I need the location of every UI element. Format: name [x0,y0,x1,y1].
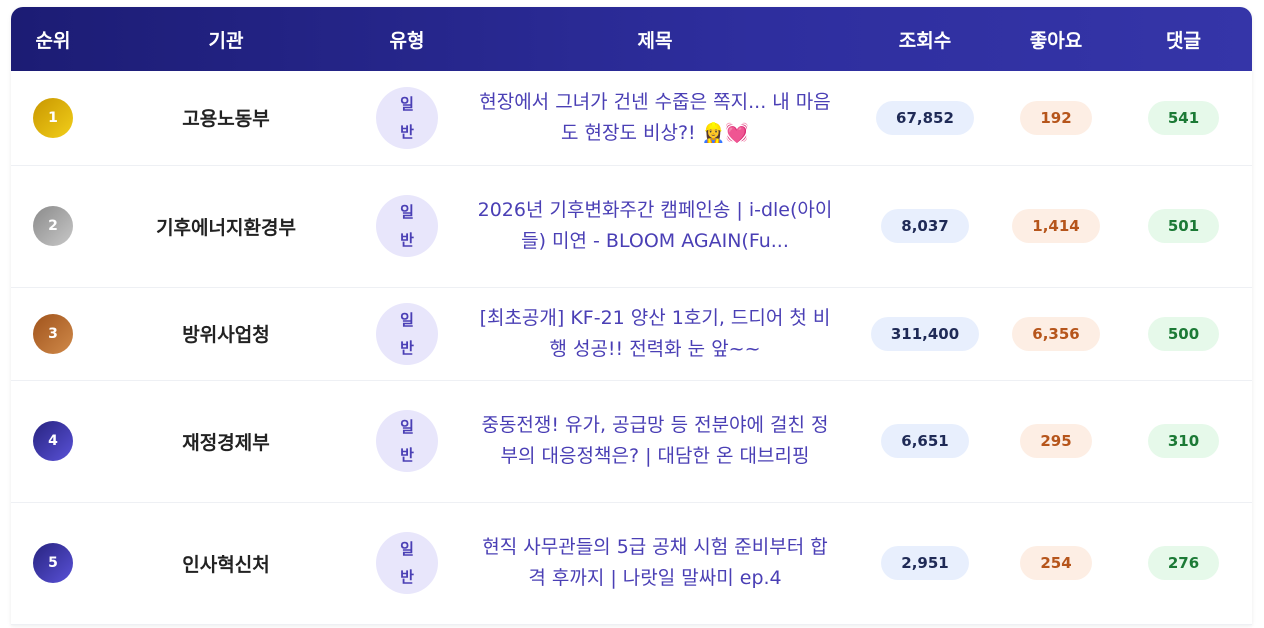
type-line2: 반 [400,122,414,141]
video-title-link[interactable]: 중동전쟁! 유가, 공급망 등 전분야에 걸친 정부의 대응정책은? | 대담한… [481,414,829,467]
header-views[interactable]: 조회수 [898,29,952,52]
comments-cell: 276 [1115,502,1252,625]
likes-cell: 254 [997,502,1115,625]
likes-cell: 6,356 [997,287,1115,381]
views-count: 6,651 [881,424,969,458]
video-title-link[interactable]: 2026년 기후변화주간 캠페인송 | i-dle(아이들) 미연 - BLOO… [477,199,833,252]
header-likes[interactable]: 좋아요 [1029,29,1083,52]
type-line1: 일 [400,94,414,113]
type-line2: 반 [400,568,414,586]
agency-name: 재정경제부 [182,431,270,454]
rank-cell: 2 [11,165,95,288]
header-title[interactable]: 제목 [637,29,673,52]
likes-count: 295 [1020,424,1092,458]
rank-badge: 5 [33,543,73,583]
header-rank[interactable]: 순위 [35,29,71,52]
header-agency[interactable]: 기관 [208,29,244,52]
likes-count: 1,414 [1012,209,1100,243]
agency-name: 방위사업청 [182,324,270,346]
comments-cell: 501 [1115,165,1252,288]
comments-cell: 541 [1115,71,1252,166]
agency-cell: 방위사업청 [95,287,357,381]
comments-count: 501 [1147,209,1220,243]
rank-badge: 4 [33,421,73,461]
title-cell: 현장에서 그녀가 건넨 수줍은 쪽지... 내 마음도 현장도 비상?! 👷‍♀… [457,71,853,166]
likes-count: 192 [1020,100,1092,135]
table-header: 순위 기관 유형 제목 조회수 좋아요 댓글 [11,7,1252,71]
title-cell: [최초공개] KF-21 양산 1호기, 드디어 첫 비행 성공!! 전력화 눈… [457,287,853,381]
video-title-link[interactable]: 현직 사무관들의 5급 공채 시험 준비부터 합격 후까지 | 나랏일 말싸미 … [482,536,828,589]
likes-count: 254 [1020,546,1092,580]
likes-cell: 192 [997,71,1115,166]
video-title-link[interactable]: 현장에서 그녀가 건넨 수줍은 쪽지... 내 마음도 현장도 비상?! 👷‍♀… [479,90,831,144]
type-line2: 반 [400,446,414,464]
type-line1: 일 [400,540,414,558]
rank-badge: 1 [33,97,73,138]
title-cell: 중동전쟁! 유가, 공급망 등 전분야에 걸친 정부의 대응정책은? | 대담한… [457,380,853,503]
views-cell: 6,651 [853,380,997,503]
comments-count: 276 [1147,546,1220,580]
video-title-link[interactable]: [최초공개] KF-21 양산 1호기, 드디어 첫 비행 성공!! 전력화 눈… [479,306,831,360]
rank-badge: 2 [33,206,73,246]
agency-cell: 인사혁신처 [95,502,357,625]
comments-count: 541 [1147,100,1220,135]
likes-cell: 295 [997,380,1115,503]
likes-cell: 1,414 [997,165,1115,288]
views-cell: 2,951 [853,502,997,625]
title-cell: 2026년 기후변화주간 캠페인송 | i-dle(아이들) 미연 - BLOO… [457,165,853,288]
type-line1: 일 [400,203,414,221]
comments-cell: 500 [1115,287,1252,381]
title-cell: 현직 사무관들의 5급 공채 시험 준비부터 합격 후까지 | 나랏일 말싸미 … [457,502,853,625]
views-count: 67,852 [876,100,974,135]
comments-count: 500 [1147,316,1220,351]
comments-count: 310 [1147,424,1220,458]
rank-cell: 3 [11,287,95,381]
rank-cell: 5 [11,502,95,625]
agency-cell: 기후에너지환경부 [95,165,357,288]
views-count: 2,951 [881,546,969,580]
agency-name: 고용노동부 [182,108,270,131]
views-count: 311,400 [870,316,980,351]
views-cell: 8,037 [853,165,997,288]
agency-name: 인사혁신처 [182,553,270,576]
views-cell: 67,852 [853,71,997,166]
type-line2: 반 [400,231,414,249]
type-line2: 반 [400,338,414,357]
agency-name: 기후에너지환경부 [156,216,296,239]
header-comments[interactable]: 댓글 [1166,29,1201,52]
header-type[interactable]: 유형 [389,29,425,52]
type-line1: 일 [400,418,414,436]
rank-cell: 1 [11,71,95,166]
comments-cell: 310 [1115,380,1252,503]
agency-cell: 재정경제부 [95,380,357,503]
type-line1: 일 [400,310,414,329]
likes-count: 6,356 [1012,316,1100,351]
views-cell: 311,400 [853,287,997,381]
rank-badge: 3 [33,313,73,354]
rank-cell: 4 [11,380,95,503]
agency-cell: 고용노동부 [95,71,357,166]
views-count: 8,037 [881,209,969,243]
